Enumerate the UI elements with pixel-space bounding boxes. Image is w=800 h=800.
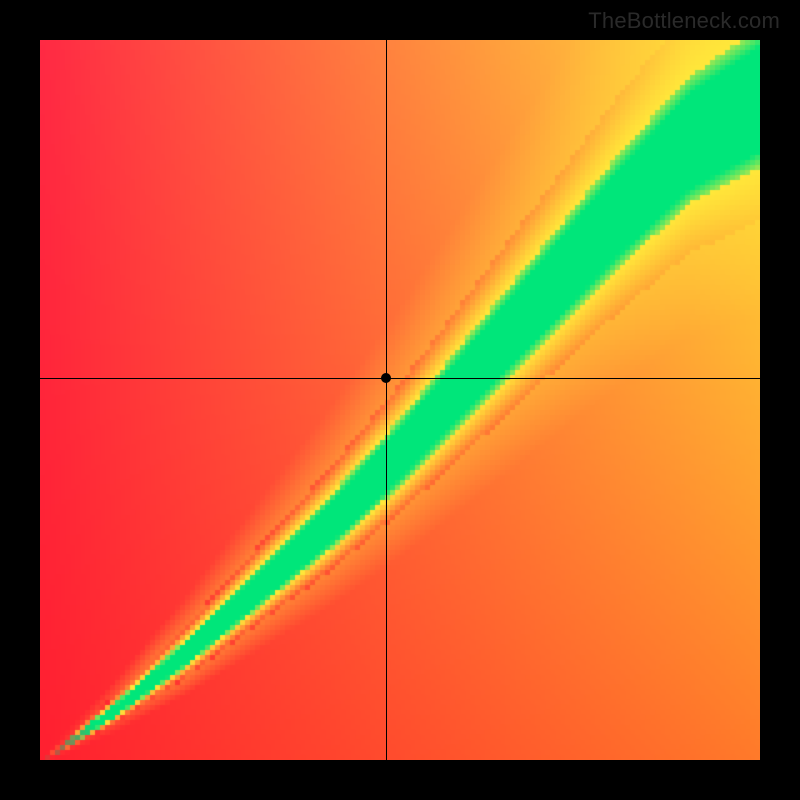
- bottleneck-heatmap: [40, 40, 760, 760]
- crosshair-vertical: [386, 40, 387, 760]
- crosshair-horizontal: [40, 378, 760, 379]
- watermark-text: TheBottleneck.com: [588, 8, 780, 34]
- crosshair-marker: [381, 373, 391, 383]
- heatmap-canvas: [40, 40, 760, 760]
